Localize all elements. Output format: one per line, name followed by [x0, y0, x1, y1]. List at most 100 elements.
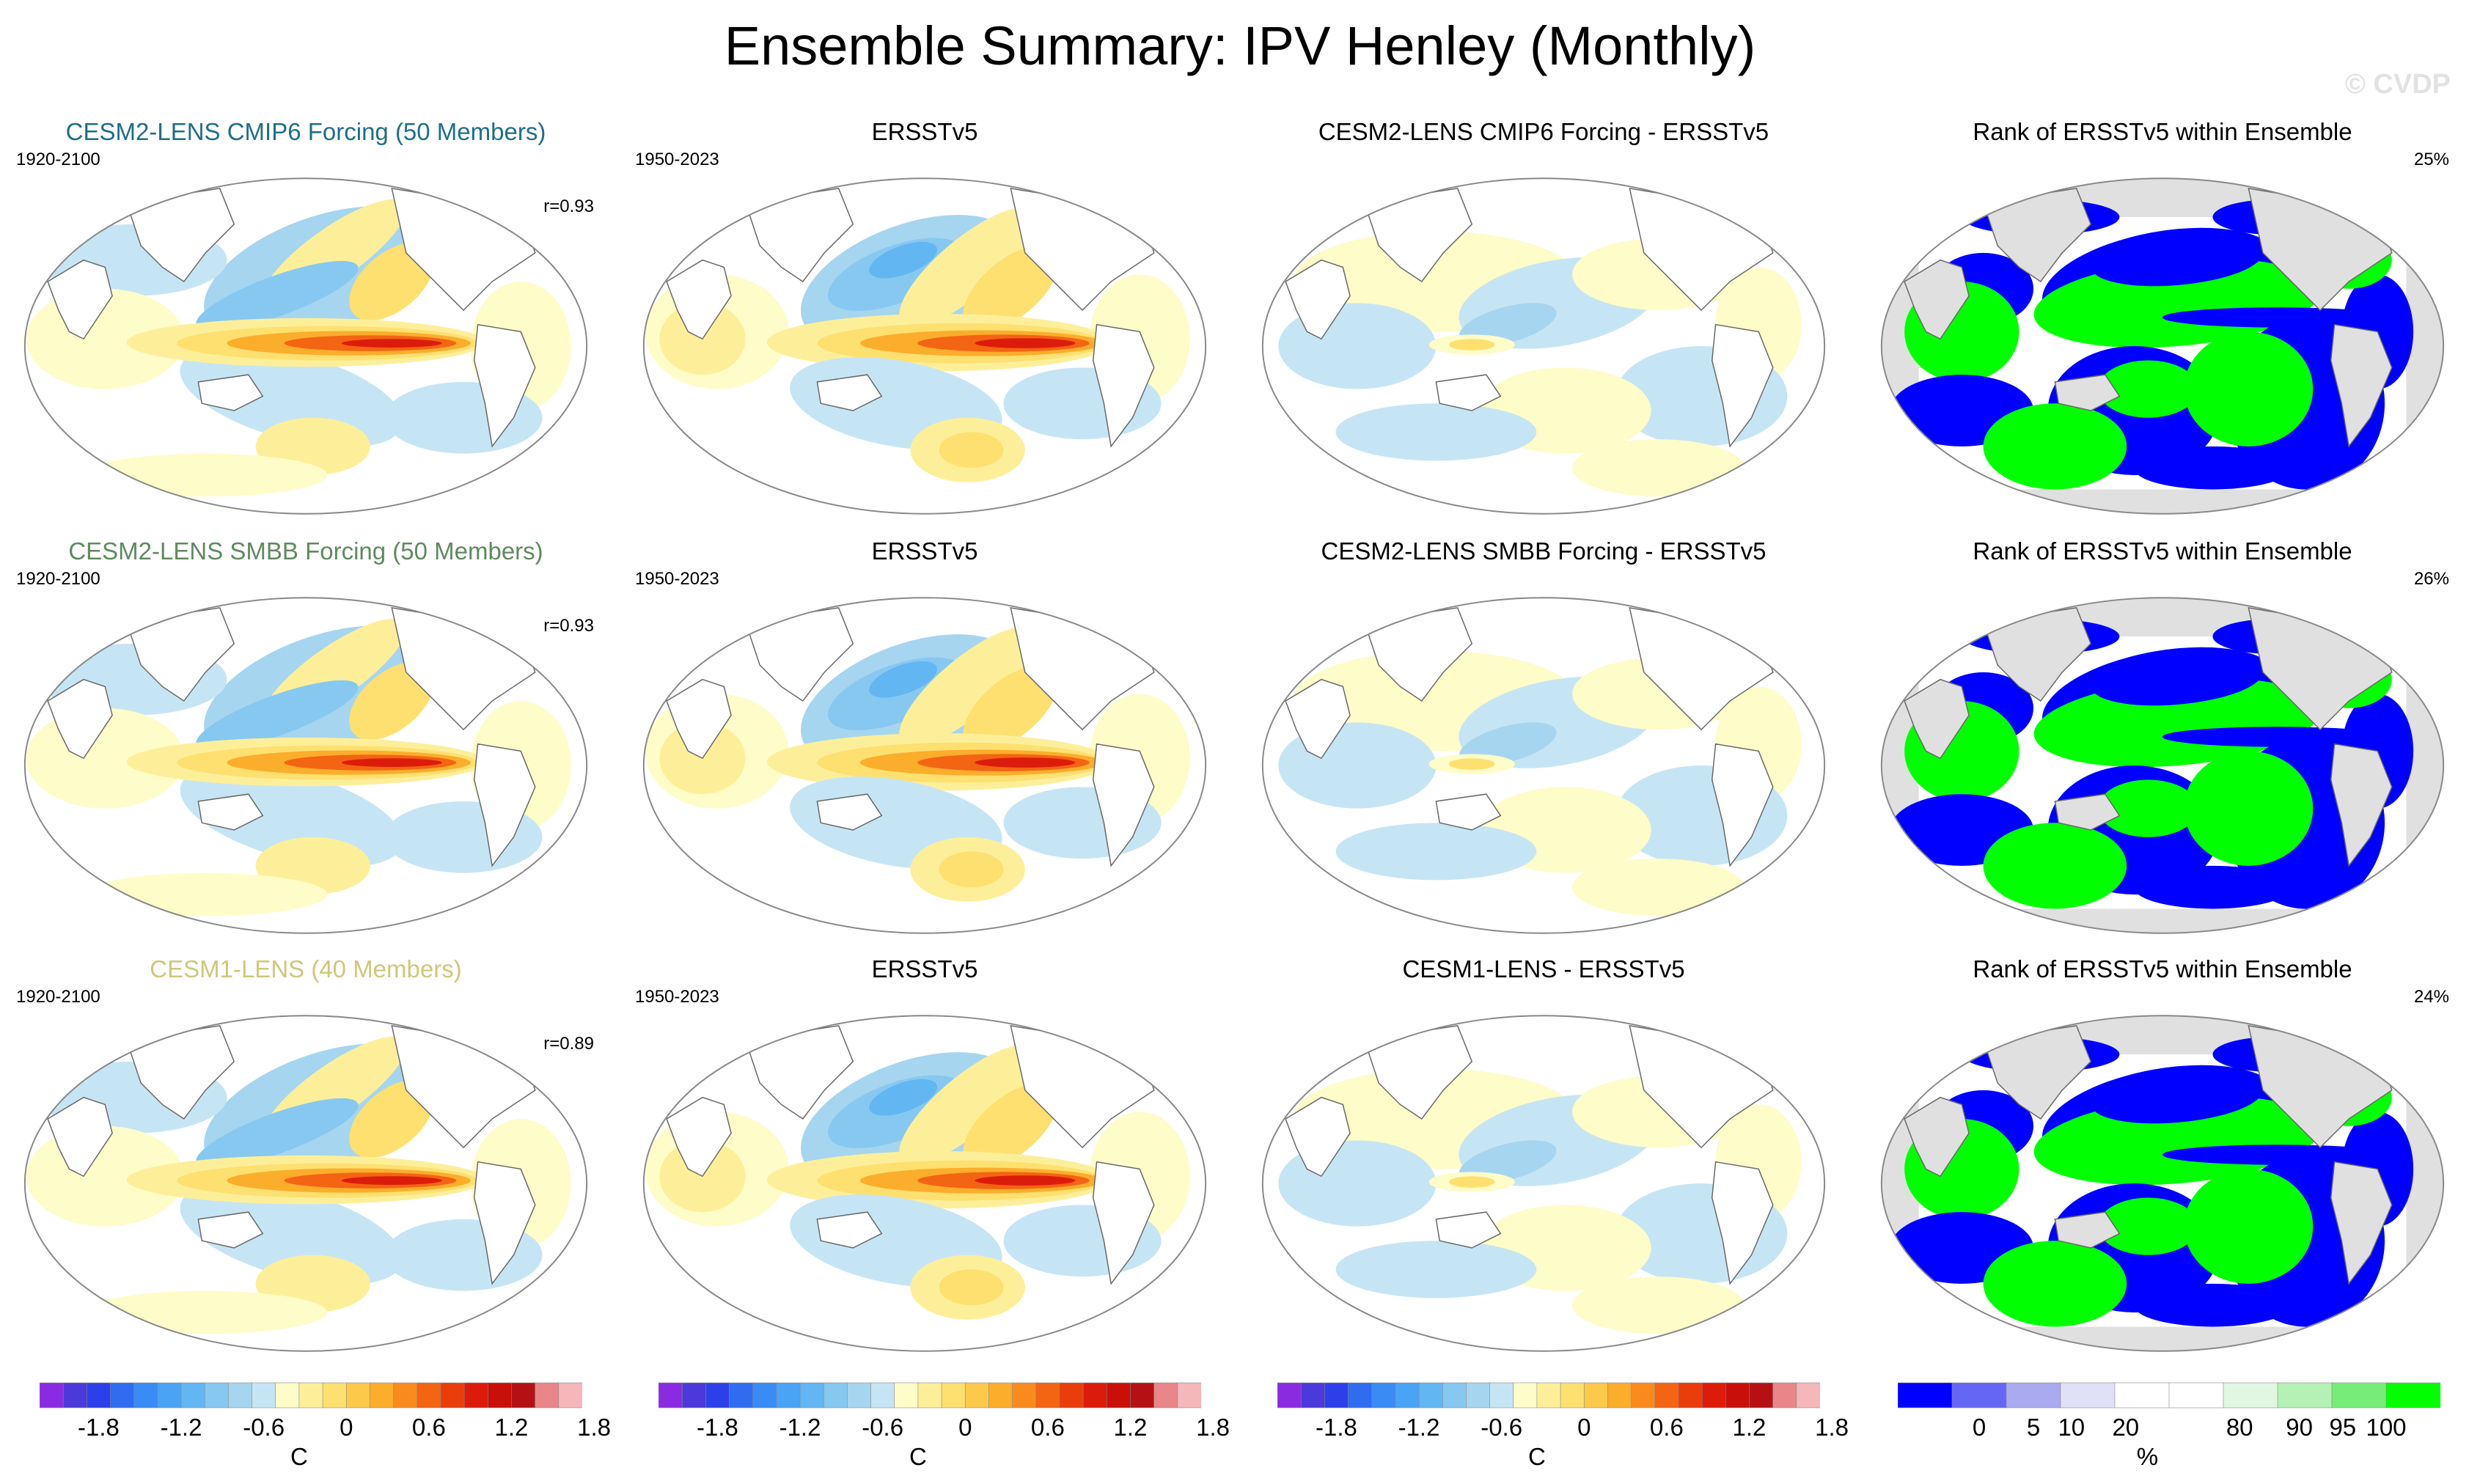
colorbar-swatch	[941, 1382, 966, 1408]
colorbar-swatch	[110, 1382, 135, 1408]
land-outline	[816, 1211, 883, 1249]
colorbar-swatch	[1300, 1382, 1326, 1408]
colorbar-swatch	[1059, 1382, 1084, 1408]
land-outline	[1982, 188, 2092, 283]
land-outline	[125, 1025, 235, 1120]
colorbar-tick-label: -0.6	[1481, 1414, 1523, 1441]
temperature-colorbar: -1.8 -1.2 -0.6 0 0.6 1.2 1.8 C	[1277, 1381, 1849, 1484]
rank-field-blob	[2162, 307, 2392, 328]
colorbar-swatch	[511, 1382, 536, 1408]
colorbar-tick-label: -1.8	[77, 1414, 120, 1441]
model-panel-title: CESM2-LENS CMIP6 Forcing (50 Members)	[65, 118, 546, 145]
rank-field-blob	[2184, 331, 2314, 447]
colorbar-tick-label: -1.2	[1398, 1414, 1440, 1441]
colorbar-tick-label: 90	[2286, 1414, 2313, 1441]
obs-field-blob	[963, 665, 1059, 752]
land-outline	[666, 259, 732, 340]
diff-field-blob	[1335, 1241, 1537, 1298]
land-outline	[2054, 374, 2121, 411]
colorbar-swatch	[157, 1382, 182, 1408]
land-outline	[816, 793, 883, 831]
obs-map-container	[638, 170, 1211, 522]
colorbar-tick-label: 0.6	[1030, 1414, 1065, 1441]
colorbar-swatch	[204, 1382, 230, 1408]
colorbar-tick-label: 0.6	[411, 1414, 446, 1441]
model-field-blob	[341, 1176, 442, 1185]
land-outline	[666, 1096, 732, 1178]
land-outline	[1092, 743, 1155, 867]
diff-panel-title: CESM1-LENS - ERSSTv5	[1402, 955, 1685, 982]
colorbar-swatch	[1130, 1382, 1155, 1408]
colorbar-swatch	[1442, 1382, 1467, 1408]
land-outline	[125, 188, 235, 283]
map-frame	[23, 177, 588, 515]
rank-map-0	[1880, 177, 2445, 515]
land-outline	[1363, 607, 1473, 702]
figure-title: Ensemble Summary: IPV Henley (Monthly)	[724, 15, 1756, 76]
land-outline	[473, 743, 536, 867]
obs-map-0	[642, 177, 1207, 515]
map-frame	[1880, 177, 2445, 515]
rank-field-blob	[2091, 653, 2263, 706]
land-outline	[197, 793, 264, 831]
model-panel: CESM2-LENS SMBB Forcing (50 Members) 1920…	[10, 537, 601, 947]
colorbar-tick-label: 1.2	[1732, 1414, 1767, 1441]
period-label: 1950-2023	[635, 150, 719, 169]
land-outline	[2330, 743, 2393, 867]
rank-field-blob	[1983, 1241, 2127, 1327]
model-field-blob	[196, 1098, 359, 1169]
rank-field-blob	[2098, 1197, 2198, 1255]
land-outline	[1982, 607, 2092, 702]
diff-field-blob	[1448, 339, 1495, 350]
colorbar-unit: %	[2136, 1443, 2159, 1470]
obs-panel-title: ERSSTv5	[871, 118, 978, 145]
diff-panel: CESM1-LENS - ERSSTv5	[1248, 955, 1839, 1365]
land-outline	[1092, 323, 1155, 448]
colorbar-tick-label: 0	[340, 1414, 353, 1441]
diff-map-1	[1261, 597, 1826, 934]
colorbar-tick-label: 0.6	[1649, 1414, 1684, 1441]
colorbar-tick-label: -1.8	[1315, 1414, 1357, 1441]
model-field-blob	[83, 1290, 328, 1334]
obs-field-blob	[869, 661, 938, 698]
colorbar-swatch	[658, 1382, 683, 1408]
rank-field-blob	[2091, 234, 2263, 287]
colorbar-swatch	[40, 1382, 64, 1408]
colorbar-swatch	[1654, 1382, 1679, 1408]
obs-map-container	[638, 1007, 1211, 1359]
obs-field-blob	[975, 757, 1076, 768]
colorbar-swatch	[799, 1382, 825, 1408]
diff-field-blob	[1572, 859, 1745, 917]
colorbar-swatch	[2331, 1382, 2387, 1408]
obs-panel: ERSSTv5 1950-2023	[629, 955, 1220, 1365]
colorbar-swatch	[2168, 1382, 2224, 1408]
map-frame	[23, 597, 588, 934]
land-outline	[1711, 323, 1774, 448]
rank-map-1	[1880, 597, 2445, 934]
colorbar-tick-label: 95	[2329, 1414, 2357, 1441]
land-outline	[47, 1096, 113, 1178]
land-outline	[1435, 374, 1502, 411]
model-map-0	[23, 177, 588, 515]
colorbar-swatch	[1796, 1382, 1820, 1408]
land-outline	[1904, 678, 1970, 760]
obs-field-blob	[899, 1045, 1036, 1164]
colorbar-tick-label: -0.6	[243, 1414, 285, 1441]
colorbar-swatch	[1631, 1382, 1656, 1408]
colorbar-swatches	[1277, 1382, 1820, 1408]
colorbar-swatch	[917, 1382, 942, 1408]
land-outline	[1435, 793, 1502, 831]
colorbar-swatch	[2385, 1382, 2440, 1408]
rank-field-blob	[2098, 360, 2198, 418]
obs-map-1	[642, 597, 1207, 934]
pattern-correlation: r=0.89	[543, 1034, 594, 1054]
colorbar-swatch	[1898, 1382, 1953, 1408]
colorbar-swatch	[370, 1382, 395, 1408]
colorbar-swatch	[752, 1382, 777, 1408]
colorbar-tick-label: 80	[2226, 1414, 2253, 1441]
colorbar-swatch	[729, 1382, 754, 1408]
colorbar-swatch	[133, 1382, 158, 1408]
rank-panel: Rank of ERSSTv5 within Ensemble 24%	[1867, 955, 2458, 1365]
diff-field-blob	[1448, 758, 1495, 770]
map-frame	[1880, 597, 2445, 934]
